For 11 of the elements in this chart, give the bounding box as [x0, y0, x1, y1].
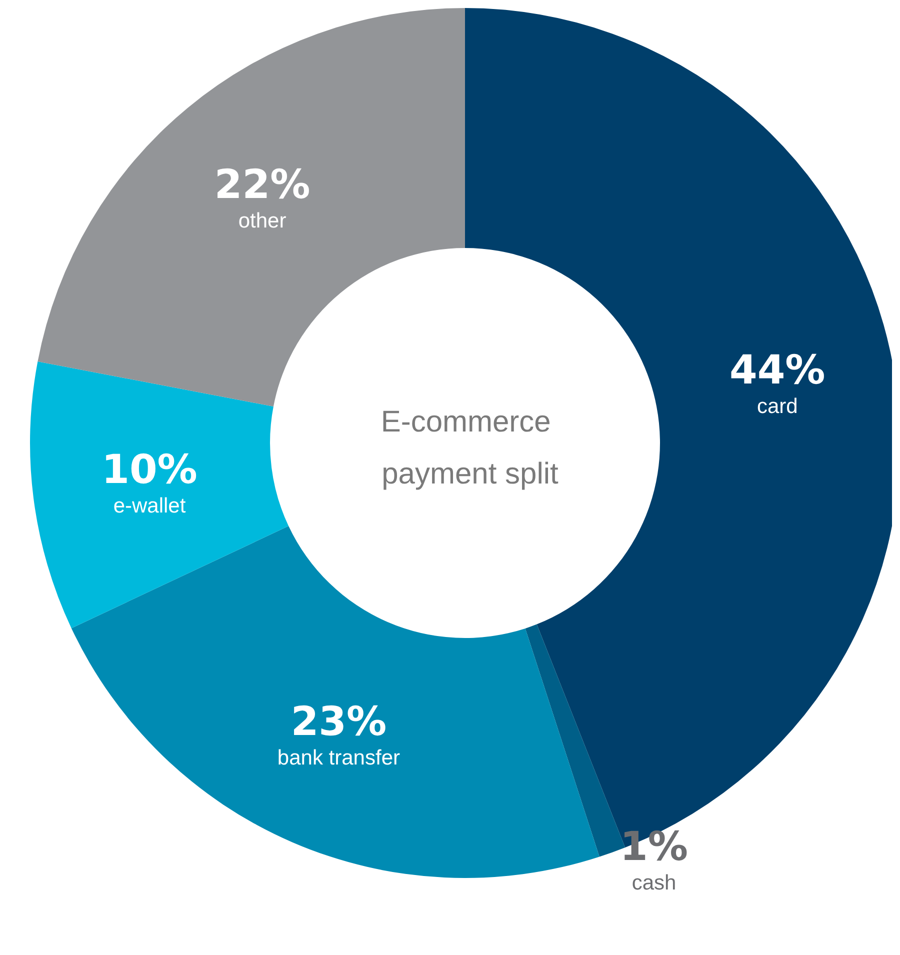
slice-label: bank transfer: [277, 746, 400, 770]
data-label: 44%: [729, 347, 826, 394]
slice-label: other: [238, 209, 286, 232]
data-label: 22%: [214, 162, 310, 208]
slice-label: cash: [632, 871, 676, 894]
data-label: 23%: [290, 698, 387, 745]
data-label: 10%: [102, 446, 198, 493]
slice-label: card: [756, 394, 798, 418]
text: E-commerce payment split: [380, 406, 560, 490]
slice-label: e-wallet: [113, 494, 186, 518]
data-label: 1%: [620, 824, 688, 870]
